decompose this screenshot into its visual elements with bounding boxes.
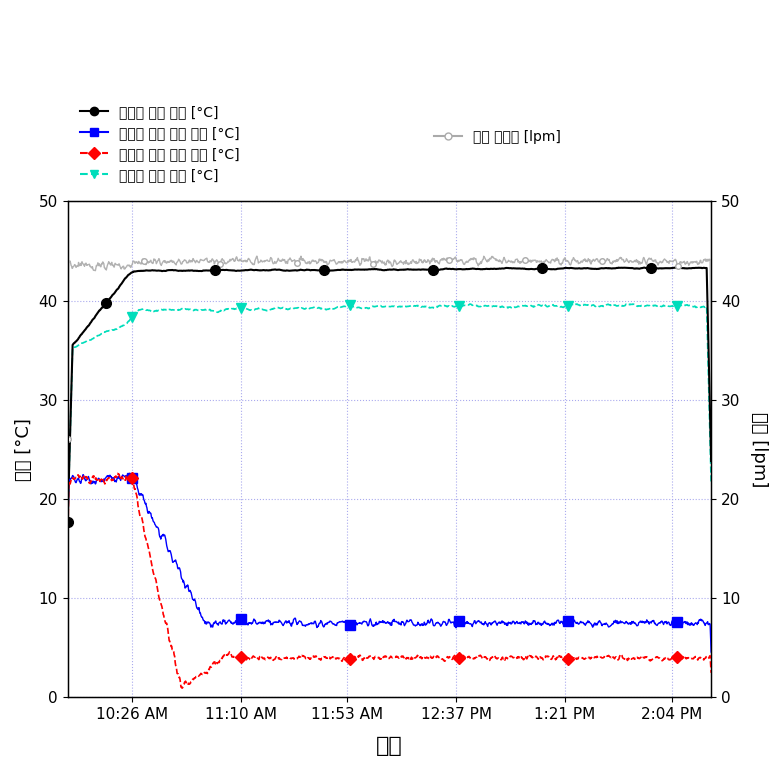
Y-axis label: 온도 [°C]: 온도 [°C] — [15, 418, 33, 481]
X-axis label: 시간: 시간 — [376, 736, 402, 756]
Y-axis label: 유량 [lpm]: 유량 [lpm] — [750, 412, 768, 487]
Legend: 온수 순환량 [lpm]: 온수 순환량 [lpm] — [428, 124, 566, 150]
